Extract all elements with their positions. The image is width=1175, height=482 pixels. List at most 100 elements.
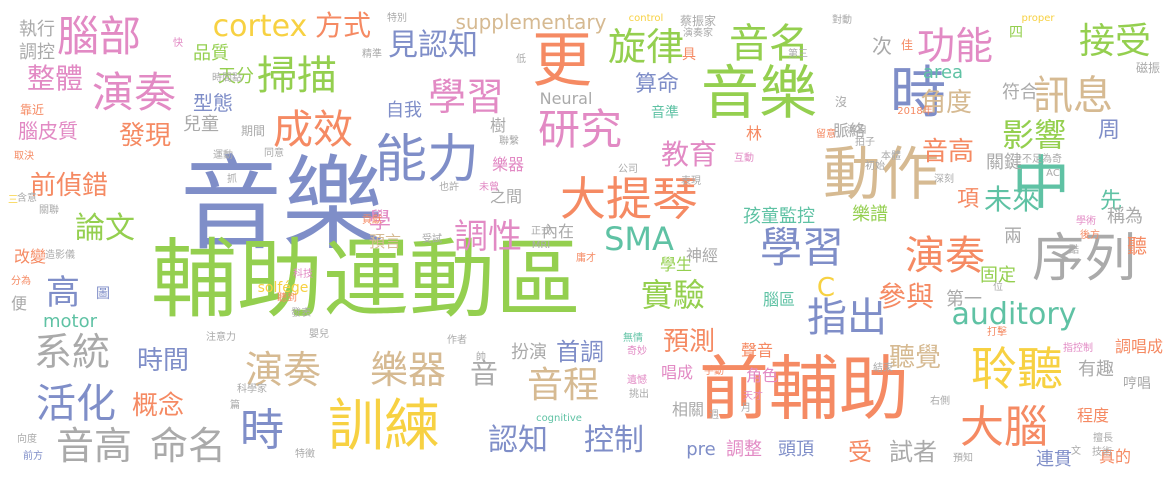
cloud-word: 初始 [865, 161, 885, 172]
cloud-word: 技術 [1092, 447, 1112, 458]
cloud-word: 聽覺 [888, 343, 942, 373]
cloud-word: 無情 [623, 333, 643, 344]
cloud-word: 先 [1099, 189, 1123, 214]
cloud-word: 文 [1071, 446, 1081, 457]
cloud-word: 之間 [489, 187, 523, 206]
cloud-word: 同意 [264, 148, 284, 159]
cloud-word: 科技 [293, 269, 313, 280]
cloud-word: 腦區 [762, 290, 796, 309]
cloud-word: 調唱成 [1114, 337, 1164, 356]
cloud-word: 認知 [488, 423, 548, 458]
cloud-word: 掃描 [257, 53, 337, 99]
cloud-word: 學生 [659, 255, 693, 274]
cloud-word: 聯繫 [499, 136, 519, 147]
cloud-word: 樂器 [369, 348, 447, 392]
cloud-word: 位 [993, 282, 1003, 293]
cloud-word: 發現 [118, 121, 172, 151]
cloud-word: 受試 [422, 234, 442, 245]
cloud-word: 受 [848, 438, 872, 466]
cloud-word: 調整 [726, 439, 762, 460]
cloud-word: 相關 [671, 400, 705, 419]
cloud-word: 整體 [26, 62, 84, 95]
cloud-word: 帥 [476, 352, 486, 363]
cloud-word: 大提琴 [560, 172, 698, 226]
cloud-word: 樂器 [491, 155, 525, 174]
cloud-word: 手動 [704, 366, 724, 377]
cloud-word: 方式 [314, 9, 372, 42]
cloud-word: 演奏 [244, 348, 322, 392]
cloud-word: 抓 [227, 174, 237, 185]
cloud-word: 首調 [556, 338, 604, 366]
cloud-word: 低 [516, 54, 526, 65]
cloud-word: proper [1021, 13, 1055, 24]
cloud-word: 調性 [454, 217, 522, 257]
cloud-word: 腦部 [56, 12, 142, 61]
cloud-word: 靠近 [19, 103, 45, 117]
cloud-word: 唱成 [660, 363, 694, 382]
cloud-word: 論文 [75, 211, 135, 246]
cloud-word: 天分 [218, 66, 254, 87]
cloud-word: supplementary [455, 10, 607, 34]
cloud-word: MRI [531, 240, 551, 251]
cloud-word: 有趣 [1078, 359, 1114, 380]
cloud-word: 指出 [807, 295, 887, 341]
cloud-word: 造影儀 [45, 250, 75, 261]
cloud-word: 快 [173, 38, 183, 49]
cloud-word: 打擊 [987, 327, 1007, 338]
cloud-word: 拍子 [855, 137, 875, 148]
cloud-word: 前偵錯 [29, 171, 109, 201]
cloud-word: 次 [872, 34, 892, 58]
cloud-word: 學習 [759, 223, 845, 272]
cloud-word: 磁振 [1135, 61, 1161, 75]
cloud-word: 成效 [273, 107, 353, 153]
cloud-word: 學習 [427, 75, 505, 119]
cloud-word: 貢獻 [362, 215, 382, 226]
cloud-word: 含意 [17, 193, 37, 204]
cloud-word: 命名 [149, 424, 227, 468]
cloud-word: 對動 [832, 15, 852, 26]
cloud-word: 扮演 [511, 342, 547, 363]
cloud-word: 遺憾 [627, 375, 647, 386]
cloud-word: 角色 [745, 366, 779, 385]
cloud-word: 符合 [1002, 82, 1038, 103]
cloud-word: 音高 [921, 137, 975, 167]
cloud-word: 科學家 [237, 384, 267, 395]
cloud-word: C [816, 273, 836, 303]
cloud-word: 內在 [541, 222, 575, 241]
cloud-word: 篇 [230, 400, 240, 411]
cloud-word: 蔡振家 [679, 14, 717, 28]
cloud-word: 不足為奇 [1022, 154, 1062, 165]
cloud-word: area [922, 62, 964, 83]
cloud-word: 項 [956, 187, 980, 212]
cloud-word: 天才 [743, 391, 763, 402]
cloud-word: 第一 [946, 289, 982, 310]
cloud-word: 神經 [685, 246, 719, 265]
cloud-word: 頭頂 [778, 439, 814, 460]
cloud-word: 奇妙 [627, 346, 647, 357]
cloud-word: 留意 [816, 129, 836, 140]
cloud-word: 圖 [96, 286, 110, 302]
cloud-word: 試者 [889, 438, 937, 466]
cloud-word: 未來 [983, 183, 1041, 216]
cloud-word: 預測 [662, 327, 716, 357]
cloud-word: 更 [532, 26, 592, 96]
cloud-word: 活化 [36, 381, 116, 427]
cloud-word: 音程 [526, 365, 600, 406]
cloud-word: 程度 [1076, 406, 1110, 425]
cloud-word: 後方 [1080, 230, 1100, 241]
cloud-word: 中 [1011, 149, 1071, 217]
cloud-word: 向度 [17, 434, 37, 445]
cloud-word: 能力 [374, 130, 480, 190]
cloud-word: 作者 [447, 335, 467, 346]
cloud-word: 前輔助 [699, 348, 909, 430]
cloud-word: 擅長 [1093, 433, 1113, 444]
cloud-word: 演奏 [91, 68, 177, 117]
cloud-word: 深刻 [934, 174, 954, 185]
cloud-word: solfége [257, 280, 309, 296]
cloud-word: 動作 [822, 140, 940, 208]
cloud-word: 功能 [916, 24, 994, 68]
cloud-word: 見認知 [388, 28, 478, 63]
cloud-word: 時間 [136, 346, 190, 376]
cloud-word: 第三 [788, 49, 808, 60]
cloud-word: 未曾 [479, 182, 499, 193]
